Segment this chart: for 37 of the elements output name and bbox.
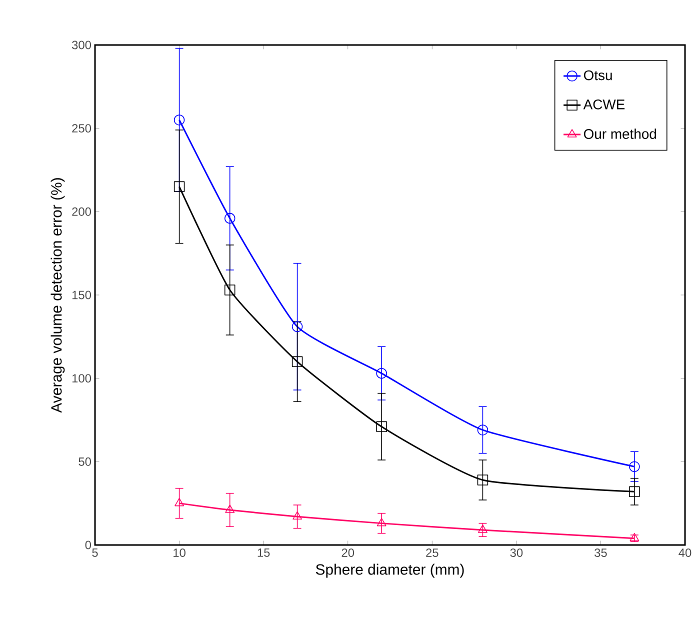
- point: [376, 518, 386, 526]
- y-tick-label: 50: [78, 457, 92, 466]
- x-tick-label: 10: [174, 548, 186, 557]
- x-tick-label: 30: [510, 548, 523, 557]
- x-tick-label: 5: [92, 548, 98, 557]
- point: [376, 421, 387, 432]
- x-tick-label: 25: [426, 548, 438, 557]
- point: [292, 356, 303, 368]
- x-axis-title: Sphere diameter (mm): [316, 564, 464, 578]
- legend-label: ACWE: [583, 100, 625, 110]
- y-tick-label: 200: [72, 207, 92, 216]
- point: [225, 504, 235, 513]
- point: [629, 461, 640, 472]
- point: [477, 474, 488, 486]
- y-tick-label: 300: [72, 40, 92, 50]
- point: [224, 212, 236, 224]
- legend-label: Otsu: [584, 70, 612, 80]
- point: [224, 284, 236, 296]
- y-tick-label: 100: [72, 374, 92, 383]
- y-tick-label: 0: [85, 540, 92, 550]
- legend-label: Our method: [584, 128, 656, 139]
- point: [174, 181, 185, 192]
- point: [376, 368, 387, 379]
- y-axis-title: Average volume detection error (%): [50, 178, 65, 413]
- y-tick-label: 150: [72, 290, 92, 300]
- x-tick-label: 20: [342, 548, 354, 557]
- y-tick-label: 250: [72, 124, 92, 133]
- x-tick-label: 15: [258, 548, 270, 557]
- point: [292, 511, 302, 520]
- point: [477, 424, 488, 436]
- point: [174, 114, 185, 126]
- point: [630, 532, 640, 542]
- point: [292, 321, 303, 332]
- x-tick-label: 35: [594, 548, 607, 557]
- point: [629, 486, 640, 498]
- point: [174, 498, 184, 506]
- x-tick-label: 40: [678, 548, 692, 557]
